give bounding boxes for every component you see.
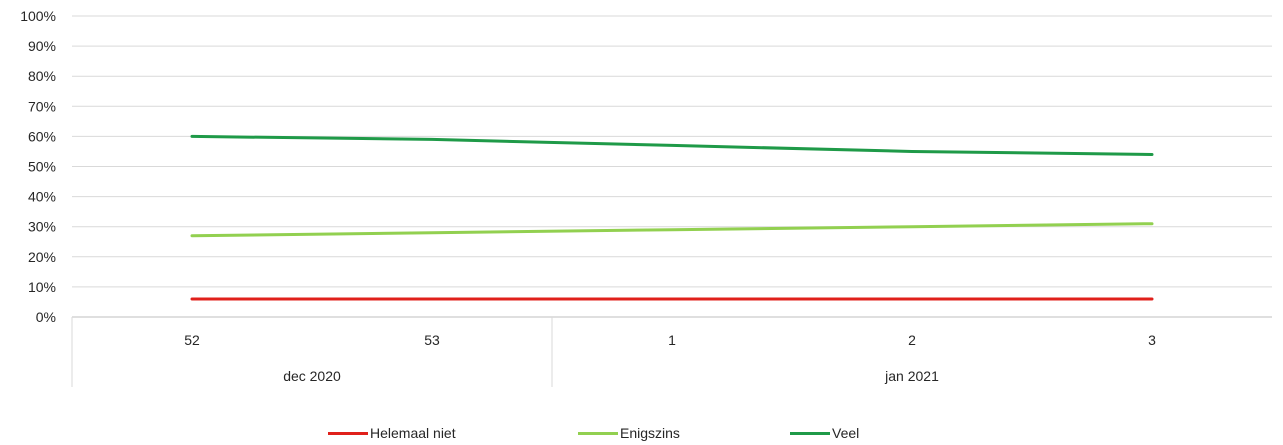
y-tick-label: 50% [28, 159, 56, 175]
y-tick-label: 60% [28, 128, 56, 144]
legend-swatch [328, 431, 368, 435]
legend-label: Veel [832, 425, 860, 441]
y-tick-label: 10% [28, 279, 56, 295]
legend-item: Enigszins [578, 425, 680, 441]
legend-label: Helemaal niet [370, 425, 456, 441]
x-tick-label: 53 [424, 332, 440, 348]
legend-swatch [578, 431, 618, 435]
legend-label: Enigszins [620, 425, 680, 441]
x-group-label: jan 2021 [884, 368, 939, 384]
y-tick-label: 100% [20, 8, 56, 24]
x-tick-label: 1 [668, 332, 676, 348]
gridlines [72, 15, 1272, 318]
x-axis: dec 2020 jan 2021 52 53 1 2 3 [71, 317, 1156, 387]
y-tick-label: 40% [28, 189, 56, 205]
x-tick-label: 52 [184, 332, 200, 348]
legend-swatch [790, 431, 830, 435]
legend-item: Helemaal niet [328, 425, 456, 441]
y-tick-label: 30% [28, 219, 56, 235]
y-tick-label: 90% [28, 38, 56, 54]
y-axis-tick-labels: 0% 10% 20% 30% 40% 50% 60% 70% 80% 90% 100% [20, 8, 56, 325]
x-tick-label: 3 [1148, 332, 1156, 348]
y-tick-label: 70% [28, 98, 56, 114]
y-tick-label: 0% [36, 309, 56, 325]
legend: Helemaal niet Enigszins Veel [0, 425, 1283, 445]
line-chart: 0% 10% 20% 30% 40% 50% 60% 70% 80% 90% 100% dec 20… [20, 8, 1272, 387]
legend-item: Veel [790, 425, 859, 441]
y-tick-label: 80% [28, 68, 56, 84]
series-lines [190, 134, 1154, 301]
x-tick-label: 2 [908, 332, 916, 348]
series-line-enigszins [190, 222, 1154, 238]
series-line-veel [190, 134, 1154, 156]
x-group-label: dec 2020 [283, 368, 341, 384]
y-tick-label: 20% [28, 249, 56, 265]
